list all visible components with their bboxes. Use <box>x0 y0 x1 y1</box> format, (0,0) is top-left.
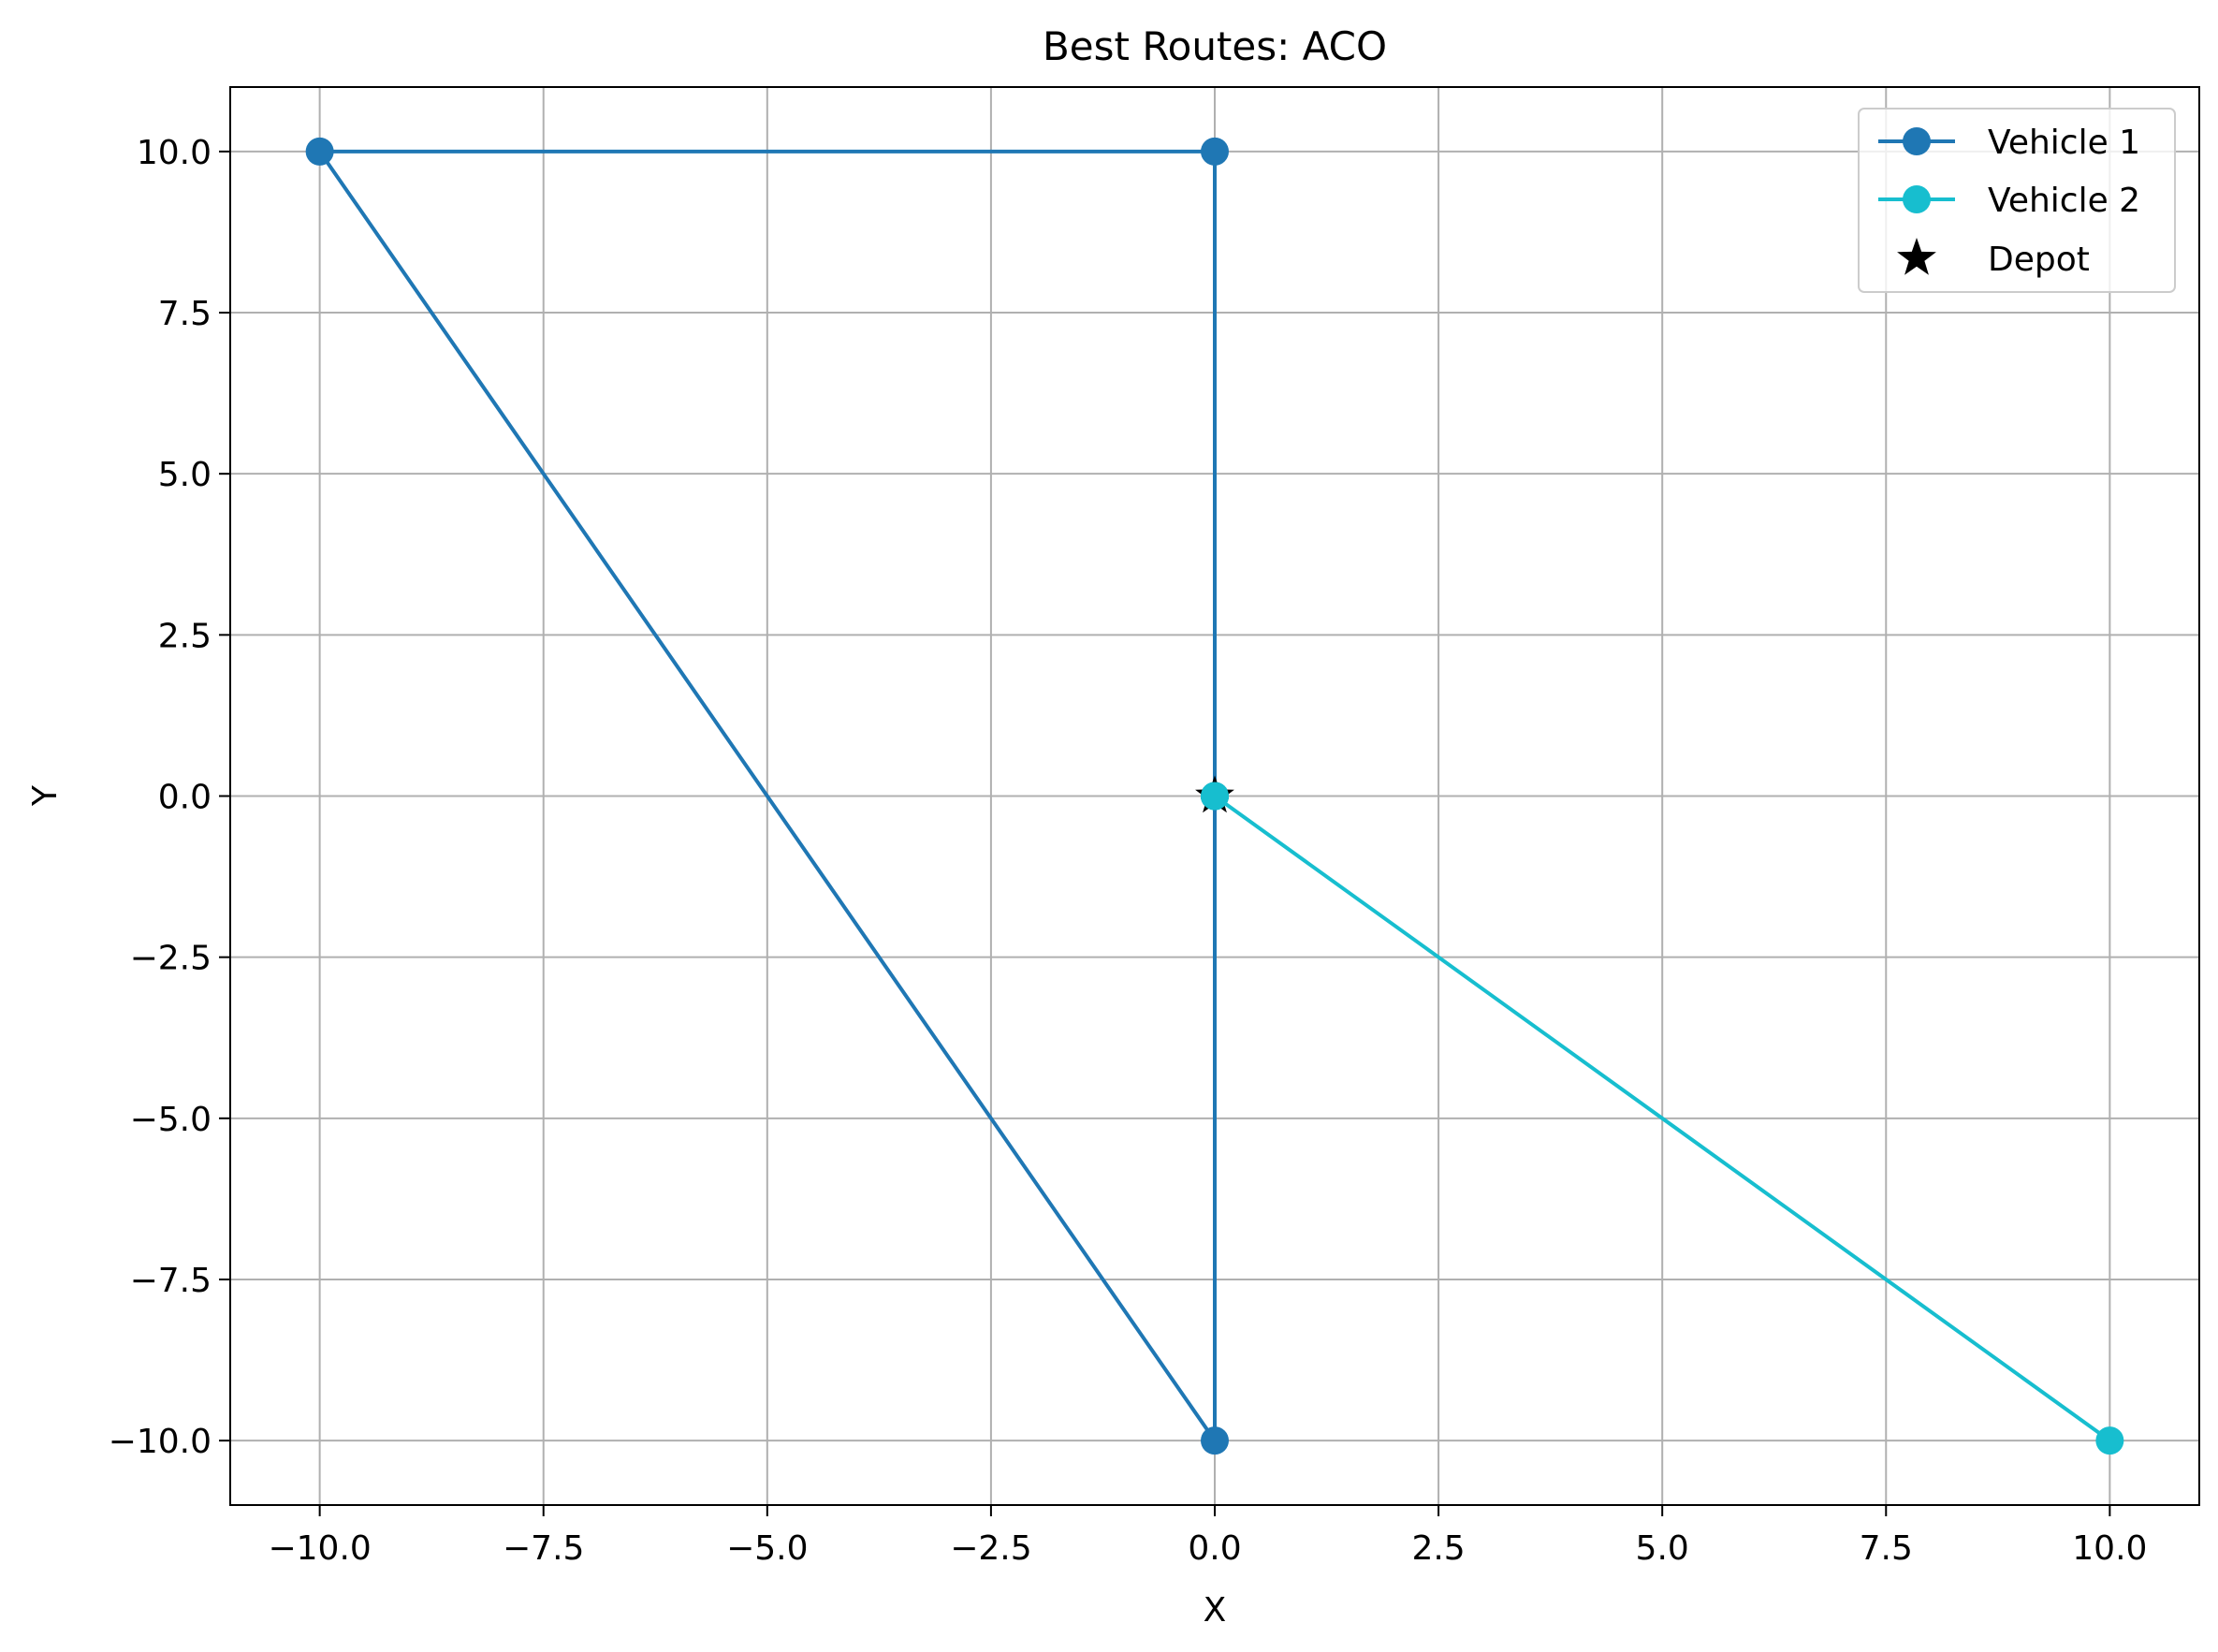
x-tick-label: 7.5 <box>1860 1529 1913 1568</box>
x-tick-label: −10.0 <box>268 1529 371 1568</box>
legend-label-depot: Depot <box>1988 241 2090 279</box>
axis-ticks: −10.0 −7.5 −5.0 −2.5 0.0 2.5 5.0 7.5 10.0 −10.0 −7… <box>109 134 2148 1568</box>
route-point-vehicle-1 <box>1201 1426 1229 1455</box>
x-tick-label: 2.5 <box>1411 1529 1465 1568</box>
y-tick-label: −5.0 <box>130 1101 212 1139</box>
route-point-vehicle-1 <box>305 137 334 166</box>
x-tick-label: 0.0 <box>1188 1529 1241 1568</box>
chart-title: Best Routes: ACO <box>1043 23 1387 69</box>
y-tick-label: −2.5 <box>130 940 212 978</box>
y-tick-label: 10.0 <box>137 134 212 172</box>
route-point-vehicle-2-depot-overlay <box>1201 782 1229 811</box>
x-axis-label: X <box>1204 1591 1227 1630</box>
legend-marker-vehicle-2 <box>1903 185 1931 213</box>
legend-frame <box>1858 108 2176 293</box>
y-tick-label: 7.5 <box>158 295 212 333</box>
y-tick-label: −7.5 <box>130 1262 212 1300</box>
y-tick-label: 5.0 <box>158 456 212 494</box>
x-tick-label: −5.0 <box>726 1529 808 1568</box>
legend-marker-vehicle-1 <box>1903 127 1931 155</box>
route-point-vehicle-1 <box>1201 137 1229 166</box>
x-tick-label: 10.0 <box>2072 1529 2147 1568</box>
legend-marker-depot <box>1897 238 1936 275</box>
route-point-vehicle-2 <box>2095 1426 2124 1455</box>
legend-label-vehicle-2: Vehicle 2 <box>1988 182 2140 220</box>
x-tick-label: −2.5 <box>950 1529 1031 1568</box>
legend: Vehicle 1 Vehicle 2 Depot <box>1858 108 2176 293</box>
legend-label-vehicle-1: Vehicle 1 <box>1988 124 2140 162</box>
y-tick-label: −10.0 <box>109 1423 212 1461</box>
x-tick-label: −7.5 <box>503 1529 584 1568</box>
y-axis-label: Y <box>26 784 65 807</box>
y-tick-label: 0.0 <box>158 779 212 817</box>
x-tick-label: 5.0 <box>1636 1529 1689 1568</box>
y-tick-label: 2.5 <box>158 617 212 655</box>
depot-layer <box>1195 775 1234 813</box>
